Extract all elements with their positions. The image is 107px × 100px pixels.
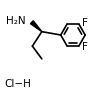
Polygon shape (30, 21, 42, 32)
Text: F: F (82, 42, 88, 52)
Text: Cl−H: Cl−H (4, 79, 31, 89)
Text: H₂N: H₂N (6, 16, 26, 26)
Text: F: F (82, 18, 88, 28)
